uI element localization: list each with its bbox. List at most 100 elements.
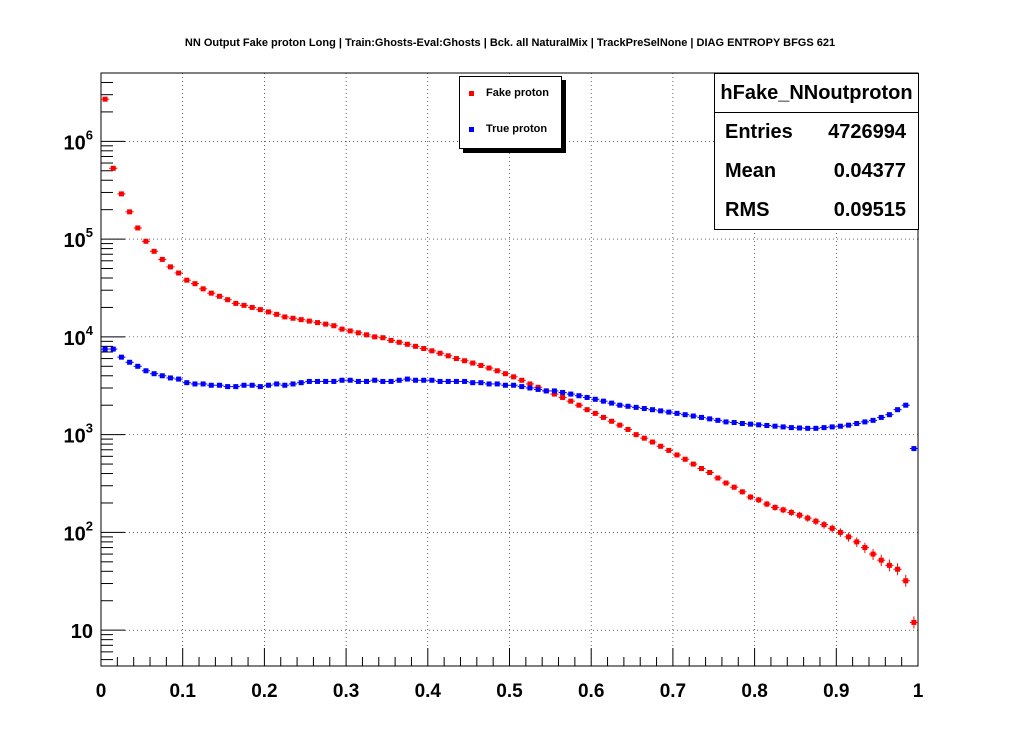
x-axis-tick-labels: 0 0.1 0.2 0.3 0.4 0.5 0.6 0.7 0.8 0.9 1 [96, 681, 924, 702]
stats-value: 0.04377 [833, 160, 906, 182]
data-point [257, 384, 263, 390]
data-point [110, 165, 116, 171]
data-point [649, 439, 655, 445]
data-point [184, 277, 190, 283]
data-point [274, 311, 280, 317]
data-point [127, 359, 133, 365]
data-point [797, 425, 803, 431]
data-point [584, 394, 590, 400]
data-point [739, 420, 745, 426]
data-point [208, 290, 214, 296]
data-point [494, 381, 500, 387]
data-point [453, 356, 459, 362]
data-point [707, 416, 713, 422]
data-point [413, 343, 419, 349]
series-true-proton [101, 346, 918, 452]
data-point [764, 501, 770, 507]
data-point [805, 425, 811, 431]
stats-value: 0.09515 [833, 199, 906, 221]
data-point [339, 377, 345, 383]
y-axis-tick-labels: 10 102 103 104 105 106 [64, 127, 94, 643]
data-point [437, 350, 443, 356]
data-point [453, 378, 459, 384]
data-point [748, 494, 754, 500]
data-point [682, 456, 688, 462]
data-point [511, 374, 517, 380]
stats-label: Entries [725, 121, 793, 143]
y-tick-label: 104 [64, 323, 94, 350]
data-point [658, 408, 664, 414]
data-point [674, 410, 680, 416]
stats-label: RMS [725, 199, 770, 221]
data-point [911, 446, 917, 452]
data-point [568, 398, 574, 404]
data-point [241, 302, 247, 308]
data-point [731, 484, 737, 490]
data-point [364, 378, 370, 384]
data-point [282, 314, 288, 320]
data-point [633, 404, 639, 410]
data-point [135, 225, 141, 231]
data-point [870, 551, 876, 557]
legend-marker-true-proton [469, 126, 474, 132]
x-tick-label: 0.8 [741, 681, 767, 702]
data-point [331, 323, 337, 329]
legend-entry-fake-proton: Fake proton [460, 83, 549, 103]
data-point [347, 377, 353, 383]
data-point [625, 403, 631, 409]
data-point [192, 381, 198, 387]
data-point [715, 417, 721, 423]
data-point [837, 423, 843, 429]
data-point [780, 507, 786, 513]
stats-row-mean: Mean 0.04377 [715, 152, 918, 191]
data-point [208, 382, 214, 388]
stats-value: 4726994 [828, 121, 906, 143]
x-tick-label: 0.5 [496, 681, 523, 702]
data-point [290, 315, 296, 321]
data-point [690, 413, 696, 419]
data-point [649, 407, 655, 413]
x-tick-label: 0.1 [169, 681, 196, 702]
data-point [110, 346, 116, 352]
data-point [413, 377, 419, 383]
data-point [502, 371, 508, 377]
data-point [200, 381, 206, 387]
data-point [306, 318, 312, 324]
data-point [396, 377, 402, 383]
data-point [404, 376, 410, 382]
data-point [290, 381, 296, 387]
data-point [143, 238, 149, 244]
data-point [739, 489, 745, 495]
data-point [167, 375, 173, 381]
x-tick-label: 0 [96, 681, 107, 702]
data-point [200, 286, 206, 292]
legend-marker-fake-proton [469, 90, 474, 96]
x-tick-label: 0.3 [333, 681, 359, 702]
x-tick-label: 1 [913, 681, 924, 702]
data-point [388, 337, 394, 343]
data-point [788, 425, 794, 431]
data-point [690, 461, 696, 467]
data-point [535, 386, 541, 392]
data-point [878, 557, 884, 563]
data-point [143, 368, 149, 374]
chart-title: NN Output Fake proton Long | Train:Ghost… [184, 37, 836, 49]
data-point [560, 394, 566, 400]
data-point [698, 414, 704, 420]
data-point [396, 339, 402, 345]
data-point [265, 309, 271, 315]
data-point [135, 363, 141, 369]
data-point [159, 256, 165, 262]
x-tick-label: 0.4 [415, 681, 442, 702]
data-point [241, 382, 247, 388]
data-point [715, 475, 721, 481]
data-point [437, 378, 443, 384]
data-point [813, 425, 819, 431]
data-point [748, 421, 754, 427]
data-point [723, 419, 729, 425]
x-tick-label: 0.7 [660, 681, 686, 702]
data-point [478, 380, 484, 386]
data-point [821, 425, 827, 431]
data-point [347, 328, 353, 334]
